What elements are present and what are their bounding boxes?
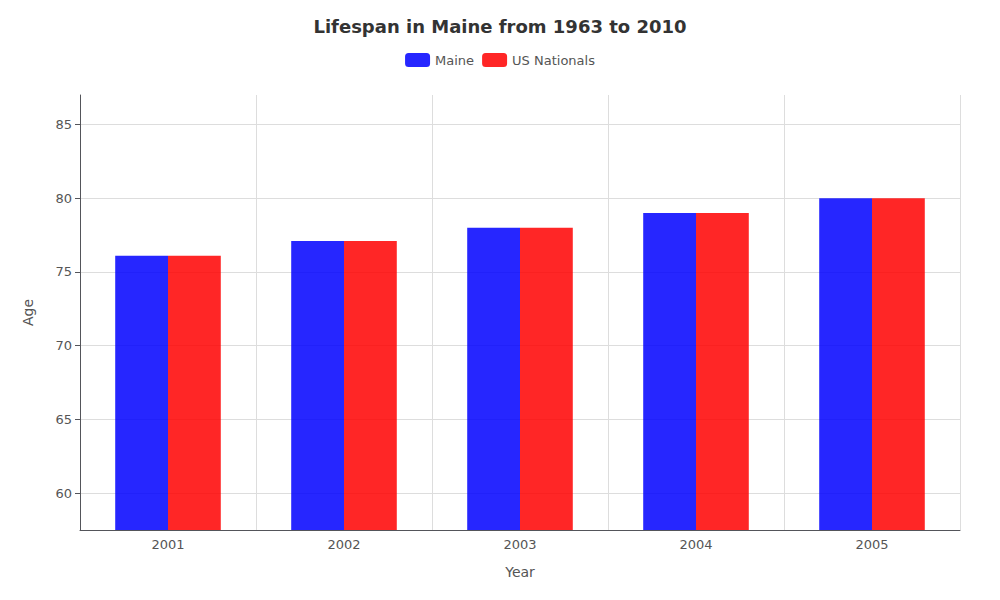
svg-text:2001: 2001	[151, 537, 184, 552]
svg-text:2004: 2004	[679, 537, 712, 552]
svg-text:Maine: Maine	[435, 53, 474, 68]
svg-text:2005: 2005	[855, 537, 888, 552]
svg-text:Age: Age	[20, 299, 36, 326]
svg-text:US Nationals: US Nationals	[512, 53, 595, 68]
svg-text:70: 70	[55, 338, 72, 353]
svg-text:Year: Year	[504, 564, 535, 580]
svg-text:2002: 2002	[327, 537, 360, 552]
svg-text:2003: 2003	[503, 537, 536, 552]
svg-text:65: 65	[55, 412, 72, 427]
svg-text:75: 75	[55, 264, 72, 279]
svg-text:85: 85	[55, 117, 72, 132]
svg-text:80: 80	[55, 191, 72, 206]
svg-text:Lifespan in Maine from 1963 to: Lifespan in Maine from 1963 to 2010	[313, 16, 686, 37]
svg-text:60: 60	[55, 486, 72, 501]
